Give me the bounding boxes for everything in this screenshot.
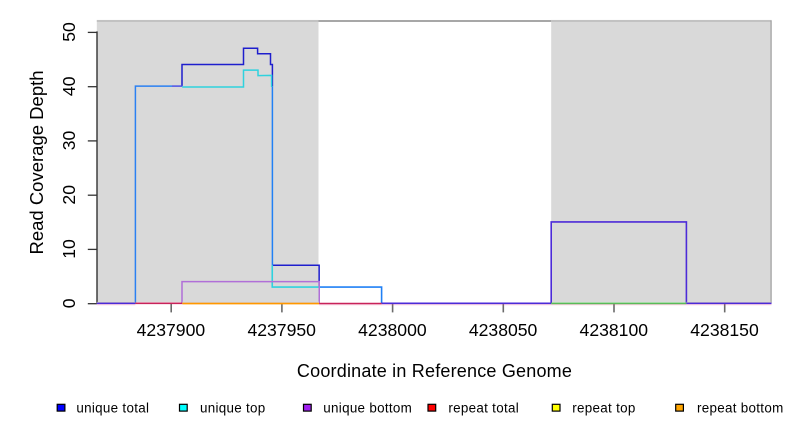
svg-text:50: 50 bbox=[59, 22, 79, 42]
svg-text:4238000: 4238000 bbox=[358, 320, 427, 340]
svg-text:0: 0 bbox=[59, 298, 79, 308]
svg-text:10: 10 bbox=[59, 239, 79, 259]
svg-text:40: 40 bbox=[59, 76, 79, 96]
svg-text:4238150: 4238150 bbox=[690, 320, 759, 340]
svg-text:Read Coverage Depth: Read Coverage Depth bbox=[26, 70, 47, 254]
svg-text:repeat bottom: repeat bottom bbox=[697, 400, 784, 415]
svg-text:4238100: 4238100 bbox=[580, 320, 649, 340]
svg-text:unique bottom: unique bottom bbox=[323, 400, 412, 415]
svg-text:repeat total: repeat total bbox=[448, 400, 519, 415]
svg-text:4237950: 4237950 bbox=[247, 320, 316, 340]
svg-text:unique total: unique total bbox=[76, 400, 149, 415]
svg-text:unique top: unique top bbox=[200, 400, 266, 415]
svg-text:20: 20 bbox=[59, 185, 79, 205]
svg-text:Coordinate in Reference Genome: Coordinate in Reference Genome bbox=[297, 361, 572, 381]
svg-text:4238050: 4238050 bbox=[469, 320, 538, 340]
svg-text:30: 30 bbox=[59, 131, 79, 151]
svg-text:4237900: 4237900 bbox=[137, 320, 206, 340]
svg-text:repeat top: repeat top bbox=[572, 400, 635, 415]
